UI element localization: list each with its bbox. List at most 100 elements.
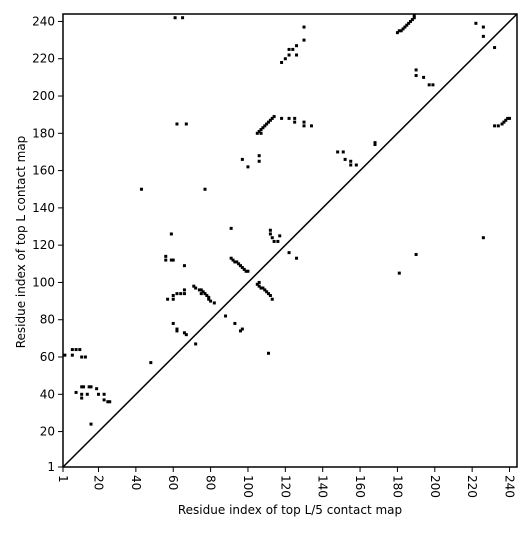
contact-point [508, 116, 512, 120]
y-tick-label: 60 [40, 350, 55, 364]
contact-point [257, 280, 261, 284]
contact-point [349, 163, 353, 167]
contact-point [280, 116, 284, 120]
contact-point [199, 292, 203, 296]
contact-point [493, 46, 497, 50]
contact-point [242, 267, 246, 271]
contact-point [268, 118, 272, 122]
contact-point [164, 258, 168, 262]
contact-point [171, 293, 175, 297]
contact-point [70, 348, 74, 352]
contact-point [493, 124, 497, 128]
contact-point [265, 290, 269, 294]
x-tick-label: 1 [56, 475, 70, 483]
contact-point [237, 262, 241, 266]
contact-point [287, 116, 291, 120]
contact-point [302, 38, 306, 42]
contact-point [272, 115, 276, 119]
contact-point [268, 293, 272, 297]
contact-point [85, 392, 89, 396]
contact-point [293, 120, 297, 124]
contact-point [80, 392, 84, 396]
contact-point [267, 292, 271, 296]
contact-point [268, 232, 272, 236]
contact-point [240, 157, 244, 161]
contact-point [192, 284, 196, 288]
contact-point [270, 236, 274, 240]
contact-point [238, 329, 242, 333]
contact-point [171, 321, 175, 325]
contact-point [259, 286, 263, 290]
x-tick-label: 180 [390, 475, 404, 498]
contact-point [504, 118, 508, 122]
contact-point [506, 116, 510, 120]
contact-point [427, 83, 431, 87]
contact-point [263, 288, 267, 292]
x-tick-label: 160 [353, 475, 367, 498]
contact-point [341, 150, 345, 154]
y-tick-label: 220 [32, 52, 55, 66]
contact-point [233, 260, 237, 264]
x-tick-label: 220 [465, 475, 479, 498]
contact-point [240, 327, 244, 331]
contact-point [257, 284, 261, 288]
contact-point [224, 314, 228, 318]
contact-point [169, 232, 173, 236]
y-tick-label: 200 [32, 89, 55, 103]
contact-point [244, 269, 248, 273]
contact-point [175, 327, 179, 331]
contact-point [278, 234, 282, 238]
x-tick-label: 80 [204, 475, 218, 490]
contact-point [397, 271, 401, 275]
contact-point [399, 29, 403, 33]
contact-point [149, 361, 153, 365]
contact-point [295, 44, 299, 48]
y-tick-label: 40 [40, 387, 55, 401]
contact-point [500, 122, 504, 126]
contact-point [205, 293, 209, 297]
contact-point [80, 385, 84, 389]
contact-point [173, 16, 177, 20]
contact-point [268, 228, 272, 232]
contact-point [240, 266, 244, 270]
contact-point [259, 128, 263, 132]
contact-point [280, 60, 284, 64]
contact-point [209, 299, 213, 303]
y-tick-label: 100 [32, 275, 55, 289]
contact-point [295, 256, 299, 260]
contact-point [431, 83, 435, 87]
contact-point [108, 400, 112, 404]
contact-point [263, 124, 267, 128]
contact-point [267, 120, 271, 124]
contact-point [229, 226, 233, 230]
contact-point [182, 264, 186, 268]
y-tick-label: 160 [32, 164, 55, 178]
contact-point [481, 25, 485, 29]
contact-point [403, 25, 407, 29]
contact-point [259, 131, 263, 135]
contact-point [238, 264, 242, 268]
contact-point [397, 29, 401, 33]
contact-point [349, 159, 353, 163]
contact-point [197, 288, 201, 292]
contact-point [302, 120, 306, 124]
contact-point [481, 34, 485, 38]
contact-point [194, 286, 198, 290]
y-tick-label: 120 [32, 238, 55, 252]
x-tick-label: 240 [503, 475, 517, 498]
contact-point [102, 392, 106, 396]
contact-point [179, 292, 183, 296]
contact-point [405, 23, 409, 27]
contact-point [257, 129, 261, 133]
y-tick-label: 140 [32, 201, 55, 215]
contact-point [270, 297, 274, 301]
y-tick-label: 20 [40, 425, 55, 439]
contact-point [207, 297, 211, 301]
contact-point [395, 31, 399, 35]
contact-point [229, 256, 233, 260]
y-axis-label: Residue index of top L contact map [14, 136, 28, 349]
contact-point [182, 331, 186, 335]
contact-point [78, 348, 82, 352]
contact-point [96, 392, 100, 396]
